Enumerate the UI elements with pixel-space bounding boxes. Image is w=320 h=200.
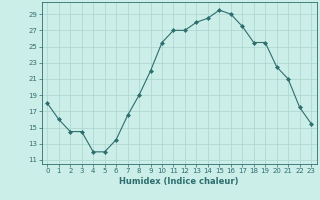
X-axis label: Humidex (Indice chaleur): Humidex (Indice chaleur) xyxy=(119,177,239,186)
